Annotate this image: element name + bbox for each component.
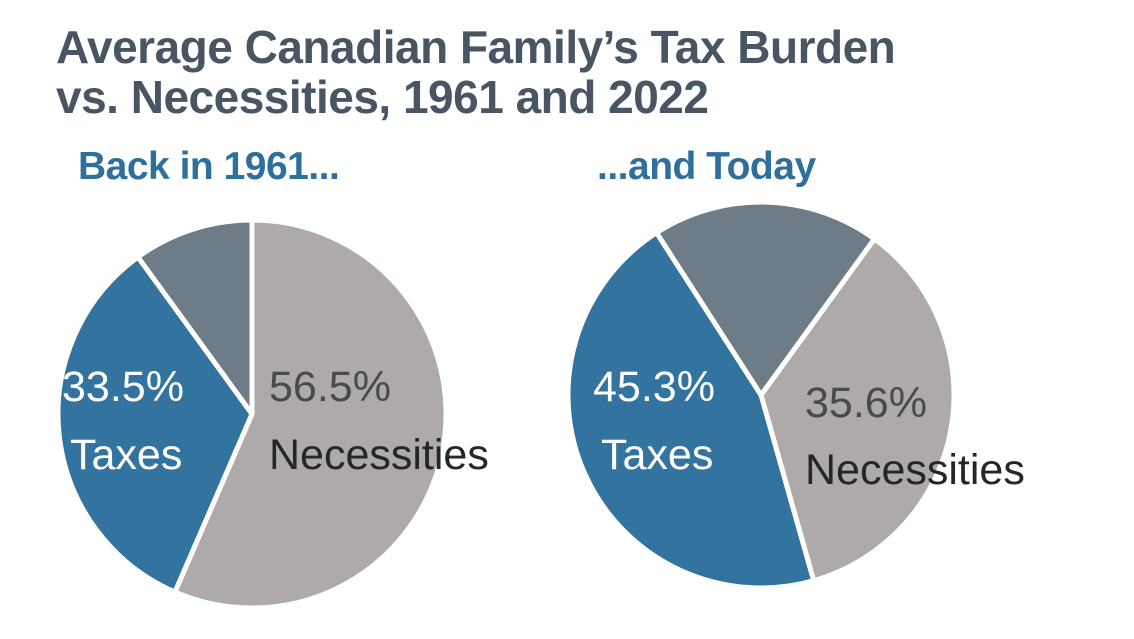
pie-today: 45.3% Taxes 35.6% Necessities [565, 199, 1025, 591]
pie-1961-slice-necessities [172, 217, 449, 611]
pie-today-title: ...and Today [597, 145, 816, 188]
pie-1961: 33.5% Taxes 56.5% Necessities [55, 217, 489, 611]
chart-title-line-2: vs. Necessities, 1961 and 2022 [56, 71, 709, 123]
pie-today-slice-other [654, 199, 877, 398]
chart-title: Average Canadian Family’s Tax Burden vs.… [56, 21, 896, 123]
pie-today-necessities-percent: 35.6% [805, 379, 927, 427]
pie-today-taxes-percent: 45.3% [593, 363, 715, 411]
pie-today-taxes-label: Taxes [601, 431, 713, 479]
pie-today-slice-necessities [758, 236, 957, 584]
pie-1961-taxes-percent: 33.5% [62, 363, 184, 411]
pie-1961-necessities-percent: 56.5% [269, 363, 391, 411]
pie-1961-slice-other [135, 217, 255, 417]
pie-1961-slice-taxes [55, 254, 255, 595]
pie-today-necessities-label: Necessities [805, 446, 1025, 494]
pie-today-slice-taxes [565, 230, 817, 591]
pie-1961-taxes-label: Taxes [70, 431, 182, 479]
chart-title-line-1: Average Canadian Family’s Tax Burden [56, 21, 896, 73]
pie-1961-title: Back in 1961... [78, 145, 340, 188]
pie-1961-necessities-label: Necessities [269, 431, 489, 479]
